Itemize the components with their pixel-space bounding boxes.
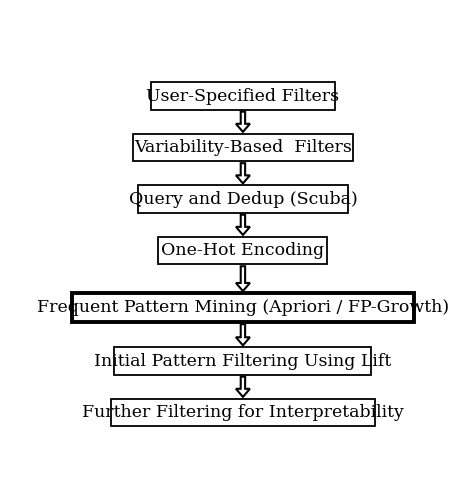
FancyBboxPatch shape [158, 237, 328, 264]
FancyBboxPatch shape [133, 134, 353, 162]
Text: Initial Pattern Filtering Using Lift: Initial Pattern Filtering Using Lift [94, 352, 392, 369]
Text: One-Hot Encoding: One-Hot Encoding [161, 242, 325, 259]
Polygon shape [236, 112, 250, 132]
FancyBboxPatch shape [114, 347, 372, 375]
Polygon shape [236, 266, 250, 291]
Text: User-Specified Filters: User-Specified Filters [146, 87, 339, 105]
FancyBboxPatch shape [138, 185, 347, 213]
Text: Variability-Based  Filters: Variability-Based Filters [134, 139, 352, 156]
Polygon shape [236, 215, 250, 235]
Polygon shape [236, 324, 250, 346]
Text: Further Filtering for Interpretability: Further Filtering for Interpretability [82, 404, 404, 421]
Text: Frequent Pattern Mining (Apriori / FP-Growth): Frequent Pattern Mining (Apriori / FP-Gr… [37, 299, 449, 316]
FancyBboxPatch shape [151, 82, 335, 110]
Polygon shape [236, 377, 250, 397]
Polygon shape [236, 163, 250, 184]
FancyBboxPatch shape [110, 399, 375, 426]
FancyBboxPatch shape [72, 293, 414, 322]
Text: Query and Dedup (Scuba): Query and Dedup (Scuba) [128, 191, 357, 207]
